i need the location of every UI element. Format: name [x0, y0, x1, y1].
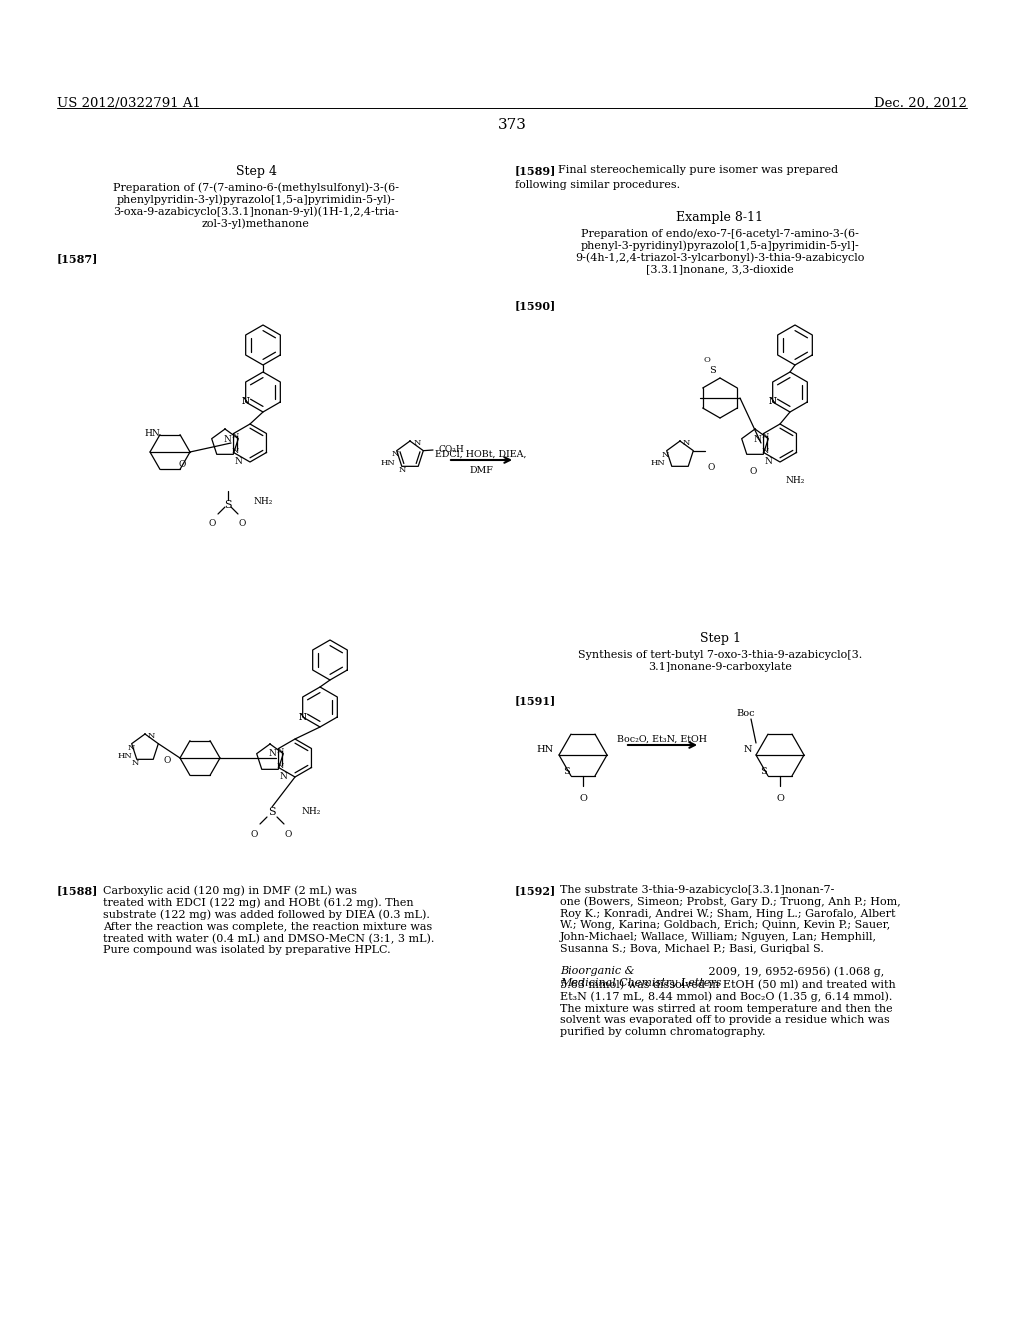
- Text: N: N: [231, 447, 239, 455]
- Text: S: S: [224, 500, 231, 510]
- Text: N: N: [148, 733, 156, 741]
- Text: Synthesis of tert-butyl 7-oxo-3-thia-9-azabicyclo[3.
3.1]nonane-9-carboxylate: Synthesis of tert-butyl 7-oxo-3-thia-9-a…: [578, 649, 862, 672]
- Text: Example 8-11: Example 8-11: [677, 211, 764, 224]
- Text: [1589]: [1589]: [515, 165, 556, 176]
- Text: [1590]: [1590]: [515, 300, 556, 312]
- Text: O: O: [239, 519, 246, 528]
- Text: N: N: [268, 750, 275, 759]
- Text: US 2012/0322791 A1: US 2012/0322791 A1: [57, 96, 201, 110]
- Text: Carboxylic acid (120 mg) in DMF (2 mL) was
treated with EDCI (122 mg) and HOBt (: Carboxylic acid (120 mg) in DMF (2 mL) w…: [103, 884, 434, 956]
- Text: Step 1: Step 1: [699, 632, 740, 645]
- Text: HN: HN: [118, 752, 132, 760]
- Text: O: O: [285, 830, 292, 840]
- Text: N: N: [392, 450, 399, 458]
- Text: 2009, 19, 6952-6956) (1.068 g,: 2009, 19, 6952-6956) (1.068 g,: [705, 966, 885, 977]
- Text: O: O: [163, 755, 171, 764]
- Text: O: O: [750, 467, 758, 477]
- Text: O: O: [579, 793, 587, 803]
- Text: Preparation of (7-(7-amino-6-(methylsulfonyl)-3-(6-
phenylpyridin-3-yl)pyrazolo[: Preparation of (7-(7-amino-6-(methylsulf…: [113, 182, 399, 230]
- Text: S: S: [268, 807, 275, 817]
- Text: N: N: [132, 759, 139, 767]
- Text: N: N: [280, 772, 288, 781]
- Text: S: S: [760, 767, 767, 776]
- Text: HN: HN: [144, 429, 160, 438]
- Text: N: N: [683, 440, 690, 447]
- Text: HN: HN: [537, 746, 554, 755]
- Text: NH₂: NH₂: [785, 477, 805, 484]
- Text: NH₂: NH₂: [253, 498, 272, 506]
- Text: Final stereochemically pure isomer was prepared: Final stereochemically pure isomer was p…: [558, 165, 838, 176]
- Text: [1588]: [1588]: [57, 884, 98, 896]
- Text: [1592]: [1592]: [515, 884, 556, 896]
- Text: N: N: [299, 713, 306, 722]
- Text: O: O: [708, 463, 715, 471]
- Text: O: O: [178, 459, 185, 469]
- Text: O: O: [705, 356, 711, 364]
- Text: N: N: [231, 432, 239, 440]
- Text: Step 4: Step 4: [236, 165, 276, 178]
- Text: HN: HN: [381, 459, 395, 467]
- Text: Preparation of endo/exo-7-[6-acetyl-7-amino-3-(6-
phenyl-3-pyridinyl)pyrazolo[1,: Preparation of endo/exo-7-[6-acetyl-7-am…: [575, 228, 864, 275]
- Text: Dec. 20, 2012: Dec. 20, 2012: [874, 96, 967, 110]
- Text: O: O: [776, 793, 784, 803]
- Text: N: N: [234, 457, 243, 466]
- Text: N: N: [242, 397, 250, 407]
- Text: Boc₂O, Et₃N, EtOH: Boc₂O, Et₃N, EtOH: [617, 735, 707, 744]
- Text: N: N: [276, 747, 284, 755]
- Text: S: S: [563, 767, 569, 776]
- Text: [1587]: [1587]: [57, 253, 98, 264]
- Text: EDCl, HOBt, DIEA,: EDCl, HOBt, DIEA,: [435, 450, 526, 459]
- Text: 373: 373: [498, 117, 526, 132]
- Text: O: O: [208, 519, 216, 528]
- Text: CO₂H: CO₂H: [438, 446, 464, 454]
- Text: N: N: [762, 447, 769, 455]
- Text: 5.63 mmol) was dissolved in EtOH (50 ml) and treated with
Et₃N (1.17 mL, 8.44 mm: 5.63 mmol) was dissolved in EtOH (50 ml)…: [560, 979, 896, 1038]
- Text: NH₂: NH₂: [302, 807, 322, 816]
- Text: N: N: [414, 440, 421, 447]
- Text: N: N: [743, 746, 752, 755]
- Text: Bioorganic &
Medicinal Chemistry Letters: Bioorganic & Medicinal Chemistry Letters: [560, 966, 722, 987]
- Text: N: N: [769, 397, 776, 407]
- Text: N: N: [223, 434, 231, 444]
- Text: The substrate 3-thia-9-azabicyclo[3.3.1]nonan-7-
one (Bowers, Simeon; Probst, Ga: The substrate 3-thia-9-azabicyclo[3.3.1]…: [560, 884, 901, 953]
- Text: N: N: [753, 434, 761, 444]
- Text: Boc: Boc: [736, 709, 756, 718]
- Text: DMF: DMF: [469, 466, 493, 475]
- Text: N: N: [765, 457, 772, 466]
- Text: N: N: [762, 432, 769, 440]
- Text: S: S: [709, 366, 716, 375]
- Text: N: N: [128, 743, 135, 751]
- Text: N: N: [398, 466, 407, 474]
- Text: HN: HN: [650, 459, 666, 467]
- Text: O: O: [250, 830, 258, 840]
- Text: N: N: [662, 450, 669, 458]
- Text: N: N: [769, 397, 776, 407]
- Text: N: N: [299, 713, 306, 722]
- Text: N: N: [242, 397, 250, 407]
- Text: [1591]: [1591]: [515, 696, 556, 706]
- Text: following similar procedures.: following similar procedures.: [515, 180, 680, 190]
- Text: N: N: [276, 763, 284, 771]
